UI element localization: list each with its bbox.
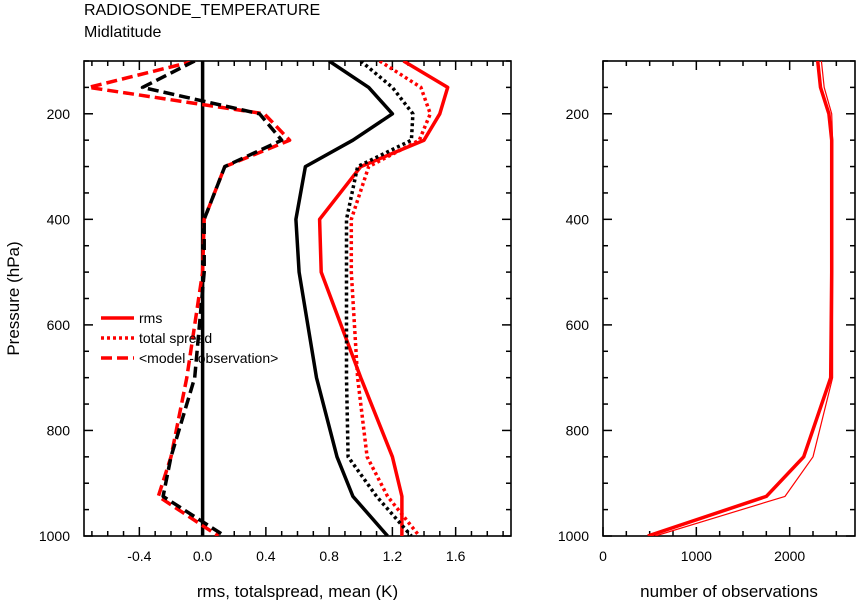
legend-label: rms	[139, 310, 162, 326]
x-tick-label: 2000	[774, 548, 805, 564]
y-tick-label: 600	[47, 317, 71, 333]
series-group	[86, 61, 450, 536]
plot-frame	[602, 60, 856, 537]
x-tick-label: 0.4	[256, 548, 276, 564]
y-axis: 200 400 600 800 1000	[558, 60, 855, 544]
series-group	[647, 61, 834, 536]
y-tick-label: 600	[566, 317, 590, 333]
series-line-red-solid-thin	[655, 61, 834, 536]
chart-subtitle: Midlatitude	[84, 24, 162, 41]
legend: rms total spread <model - observation>	[101, 310, 278, 366]
x-tick-label: -0.4	[127, 548, 151, 564]
x-tick-label: 0.0	[193, 548, 213, 564]
x-tick-label: 1.2	[383, 548, 403, 564]
legend-label: <model - observation>	[139, 350, 278, 366]
x-tick-label: 1.6	[446, 548, 466, 564]
y-axis-label: Pressure (hPa)	[4, 241, 23, 355]
legend-label: total spread	[139, 330, 212, 346]
y-tick-label: 200	[47, 106, 71, 122]
x-axis: 0 1000 2000	[599, 61, 838, 564]
y-tick-label: 400	[47, 211, 71, 227]
x-tick-label: 0.8	[319, 548, 339, 564]
x-tick-label: 1000	[681, 548, 712, 564]
y-tick-label: 800	[566, 422, 590, 438]
y-axis: 200 400 600 800 1000	[39, 60, 511, 544]
x-axis: -0.4 0.0 0.4 0.8 1.2 1.6	[91, 61, 504, 564]
series-line-red-dashed	[86, 61, 292, 536]
left-panel: 200 400 600 800 1000 -0.4 0.0 0.4 0.8 1.2 1.6 rms, …	[4, 60, 512, 600]
y-tick-label: 1000	[558, 528, 589, 544]
series-line-black-dotted	[344, 61, 415, 536]
y-tick-label: 200	[566, 106, 590, 122]
x-axis-label: rms, totalspread, mean (K)	[197, 582, 398, 600]
y-tick-label: 1000	[39, 528, 70, 544]
series-line-black-dashed	[140, 61, 284, 536]
chart-title: RADIOSONDE_TEMPERATURE	[84, 2, 321, 19]
x-axis-label: number of observations	[640, 582, 818, 600]
series-line-red-dotted	[349, 61, 433, 536]
y-tick-label: 800	[47, 422, 71, 438]
x-tick-label: 0	[599, 548, 607, 564]
series-line-black-solid	[294, 61, 395, 536]
y-tick-label: 400	[566, 211, 590, 227]
series-line-red-solid-thick	[647, 61, 834, 536]
plot-frame	[83, 60, 512, 537]
series-line-red-solid	[317, 61, 450, 536]
right-panel: 200 400 600 800 1000 0 1000 2000 number of obser…	[558, 60, 856, 600]
